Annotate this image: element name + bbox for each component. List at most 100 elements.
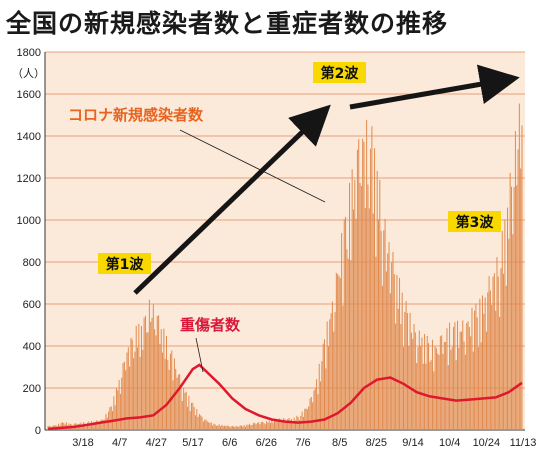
new-cases-bar: [478, 347, 480, 430]
new-cases-bar: [251, 424, 253, 430]
new-cases-bar: [162, 352, 164, 430]
x-tick-label: 3/18: [72, 437, 93, 449]
y-tick-label: 1800: [17, 47, 41, 59]
new-cases-bar: [227, 425, 229, 430]
new-cases-bar: [150, 321, 152, 430]
new-cases-bar: [277, 421, 279, 430]
new-cases-bar: [93, 421, 95, 430]
x-tick-label: 5/17: [182, 437, 203, 449]
new-cases-bar: [256, 422, 258, 430]
new-cases-bar: [405, 301, 407, 430]
new-cases-bar: [441, 335, 443, 430]
new-cases-bar: [156, 316, 158, 430]
new-cases-bar: [509, 172, 511, 430]
new-cases-bar: [317, 394, 319, 430]
new-cases-bar: [126, 352, 128, 430]
new-cases-bar: [279, 418, 281, 430]
new-cases-bar: [151, 317, 153, 430]
new-cases-bar: [144, 315, 146, 430]
new-cases-bar: [399, 277, 401, 430]
new-cases-label: コロナ新規感染者数: [68, 106, 204, 124]
new-cases-bar: [520, 168, 522, 430]
new-cases-bar: [284, 419, 286, 430]
new-cases-bar: [396, 275, 398, 430]
new-cases-bar: [243, 425, 245, 430]
new-cases-bar: [313, 390, 315, 430]
new-cases-bar: [106, 417, 108, 430]
new-cases-bar: [135, 325, 137, 430]
new-cases-bar: [223, 425, 225, 430]
new-cases-bar: [504, 219, 506, 430]
new-cases-bar: [338, 275, 340, 430]
y-tick-label: 1200: [17, 173, 41, 185]
new-cases-bar: [139, 356, 141, 430]
new-cases-bar: [480, 342, 482, 430]
x-axis-labels: 3/18 4/7 4/27 5/17 6/6 6/26 7/6 8/5 8/25 9/14 10/4…: [72, 437, 536, 449]
new-cases-bar: [275, 418, 277, 430]
new-cases-bar: [114, 405, 116, 430]
trend-arrow-1: [133, 104, 331, 295]
new-cases-bar: [283, 417, 285, 430]
new-cases-bar: [188, 395, 190, 430]
new-cases-bar: [343, 219, 345, 430]
new-cases-bar: [85, 424, 87, 430]
new-cases-bar: [187, 406, 189, 430]
new-cases-bar: [492, 276, 494, 430]
new-cases-bar: [487, 292, 489, 430]
new-cases-bar: [376, 170, 378, 430]
new-cases-bar: [437, 353, 439, 430]
new-cases-bar: [463, 341, 465, 430]
new-cases-bar: [466, 323, 468, 430]
new-cases-bar: [272, 422, 274, 430]
new-cases-bar: [113, 396, 115, 430]
new-cases-bar: [152, 304, 154, 430]
new-cases-bar: [414, 332, 416, 430]
new-cases-bar: [90, 421, 92, 430]
new-cases-bar: [320, 381, 322, 430]
new-cases-bar: [295, 420, 297, 430]
new-cases-bar: [155, 335, 157, 430]
new-cases-bar: [341, 233, 343, 430]
new-cases-bar: [197, 416, 199, 430]
new-cases-bar: [194, 415, 196, 430]
new-cases-bar: [410, 332, 412, 430]
new-cases-bar: [246, 424, 248, 430]
trend-arrow-2: [349, 64, 520, 110]
new-cases-bar: [205, 419, 207, 430]
new-cases-bar: [250, 425, 252, 430]
x-tick-label: 8/25: [366, 437, 387, 449]
new-cases-bar: [499, 316, 501, 430]
new-cases-bar: [239, 425, 241, 430]
new-cases-bar: [247, 425, 249, 430]
y-tick-label: 1400: [17, 131, 41, 143]
new-cases-bar: [363, 141, 365, 431]
new-cases-bar: [385, 271, 387, 430]
new-cases-bar: [118, 380, 120, 430]
new-cases-bar: [400, 323, 402, 430]
new-cases-bar: [101, 419, 103, 430]
new-cases-bar: [438, 354, 440, 430]
new-cases-bar: [193, 407, 195, 430]
new-cases-bar: [87, 422, 88, 430]
new-cases-bar: [371, 126, 373, 430]
new-cases-bar: [392, 251, 394, 430]
new-cases-bar: [483, 313, 485, 430]
new-cases-bar: [388, 242, 390, 430]
new-cases-bar: [166, 336, 167, 430]
severe-cases-label: 重傷者数: [180, 316, 241, 334]
new-cases-bar: [358, 139, 360, 431]
new-cases-bar: [459, 331, 461, 430]
new-cases-bar: [355, 218, 357, 430]
new-cases-bar: [428, 343, 430, 430]
new-cases-bar: [335, 272, 337, 430]
x-tick-label: 6/6: [222, 437, 237, 449]
new-cases-bar: [451, 346, 453, 430]
new-cases-bar: [180, 385, 182, 430]
new-cases-bar: [449, 322, 451, 430]
new-cases-bar: [127, 347, 129, 430]
new-cases-bar: [245, 426, 246, 430]
new-cases-bar: [137, 347, 139, 430]
new-cases-bar: [117, 390, 119, 430]
new-cases-bar: [298, 420, 300, 430]
new-cases-bar: [370, 148, 372, 430]
